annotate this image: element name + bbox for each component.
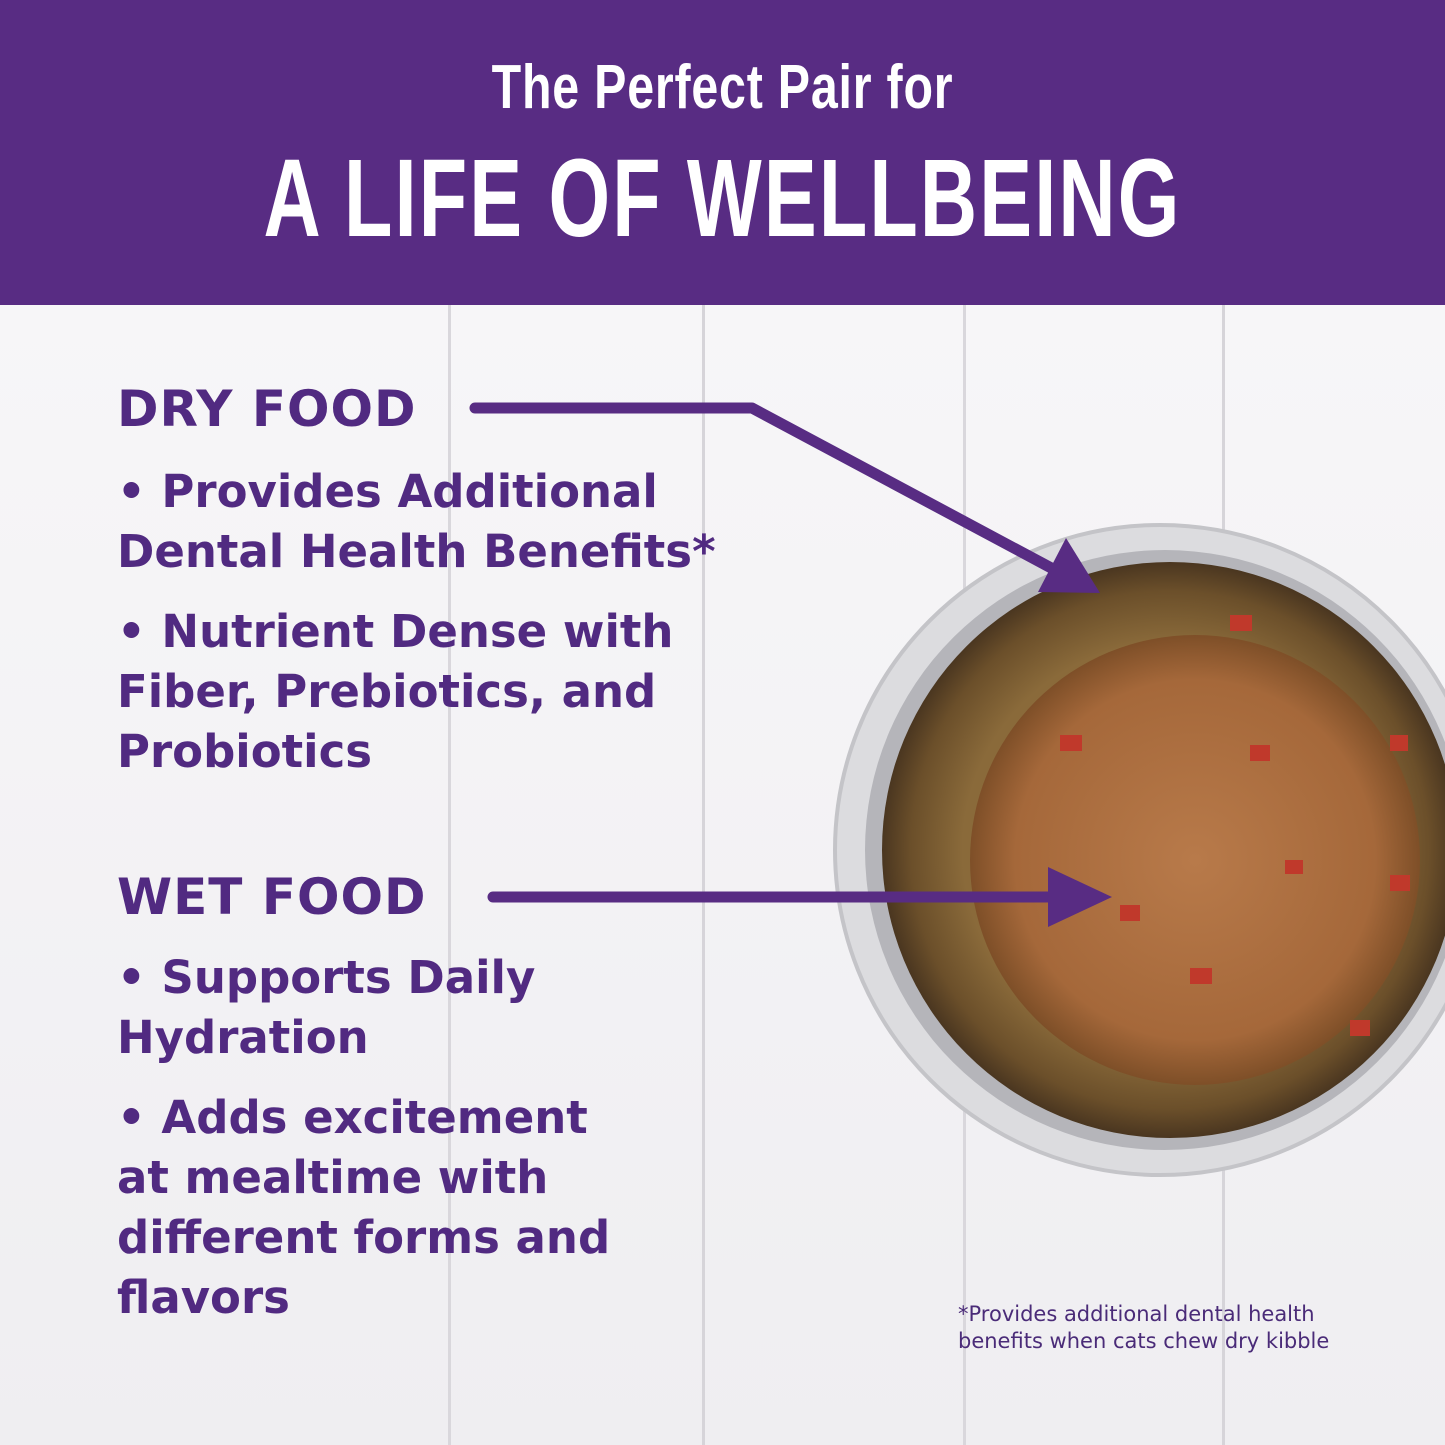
- wet-food-heading: WET FOOD: [117, 868, 427, 926]
- footnote: *Provides additional dental health benef…: [958, 1302, 1330, 1353]
- dry-food-heading: DRY FOOD: [117, 380, 417, 438]
- dry-food-arrowhead: [1038, 538, 1100, 593]
- dry-food-bullet: • Provides Additional Dental Health Bene…: [117, 465, 716, 578]
- dry-food-bullet: • Nutrient Dense with Fiber, Prebiotics,…: [117, 605, 674, 778]
- banner-subtitle: The Perfect Pair for: [491, 53, 954, 122]
- wet-food-arrowhead: [1048, 867, 1112, 927]
- wet-food-section: WET FOOD • Supports Daily Hydration • Ad…: [117, 868, 677, 1328]
- dry-food-section: DRY FOOD • Provides Additional Dental He…: [117, 380, 757, 782]
- wet-food: [970, 635, 1420, 1085]
- header-banner: The Perfect Pair for A LIFE OF WELLBEING: [0, 0, 1445, 305]
- dry-food-arrow-line: [469, 402, 1061, 576]
- veggie-pieces: [1060, 615, 1410, 1036]
- banner-title: A LIFE OF WELLBEING: [263, 137, 1182, 260]
- wet-food-bullet: • Adds excitement at mealtime with diffe…: [117, 1091, 611, 1324]
- wet-food-bullet: • Supports Daily Hydration: [117, 951, 536, 1064]
